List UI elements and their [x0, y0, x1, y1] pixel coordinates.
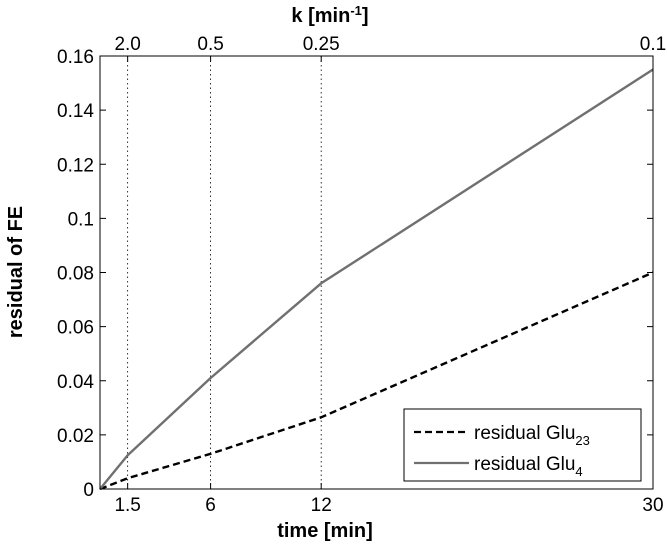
legend-label-glu23-main: residual Glu — [474, 423, 575, 444]
legend-label-glu4: residual Glu4 — [474, 454, 583, 479]
y-tick-label-7: 0.14 — [57, 101, 94, 122]
legend-label-glu23-sub: 23 — [575, 433, 589, 448]
y-axis-title: residual of FE — [5, 206, 27, 338]
y-tick-label-0: 0 — [83, 480, 94, 501]
top-axis-title-main: k [min — [291, 5, 350, 27]
x-tick-label-3: 30 — [642, 495, 663, 516]
y-tick-label-1: 0.02 — [57, 426, 94, 447]
y-tick-label-8: 0.16 — [57, 47, 94, 68]
series-line-0 — [99, 271, 654, 491]
top-tick-label-2: 0.25 — [303, 34, 340, 55]
x-tick-label-0: 1.5 — [114, 495, 140, 516]
legend: residual Glu23 residual Glu4 — [403, 408, 642, 482]
tick-marks — [100, 55, 654, 490]
x-tick-label-2: 12 — [311, 495, 332, 516]
top-tick-label-1: 0.5 — [197, 34, 223, 55]
legend-label-glu4-main: residual Glu — [474, 454, 575, 475]
top-axis-title: k [min-1] — [291, 3, 368, 27]
series-line-1 — [99, 68, 654, 490]
tick-labels: 00.020.040.060.080.10.120.140.161.5 6 12 30… — [57, 34, 666, 516]
top-tick-label-3: 0.1 — [640, 34, 666, 55]
y-tick-label-6: 0.12 — [57, 155, 94, 176]
legend-label-glu4-sub: 4 — [575, 464, 582, 479]
top-axis-title-sup: -1 — [350, 3, 362, 18]
y-tick-label-4: 0.08 — [57, 264, 94, 285]
x-axis-title: time [min] — [277, 520, 373, 542]
x-tick-label-1: 6 — [205, 495, 216, 516]
top-tick-label-0: 2.0 — [114, 34, 140, 55]
y-tick-label-2: 0.04 — [57, 372, 94, 393]
y-tick-label-3: 0.06 — [57, 318, 94, 339]
series-layer — [99, 68, 654, 491]
y-tick-label-5: 0.1 — [68, 209, 94, 230]
top-axis-title-end: ] — [362, 5, 369, 27]
legend-label-glu23: residual Glu23 — [474, 423, 590, 448]
legend-box — [403, 408, 642, 482]
